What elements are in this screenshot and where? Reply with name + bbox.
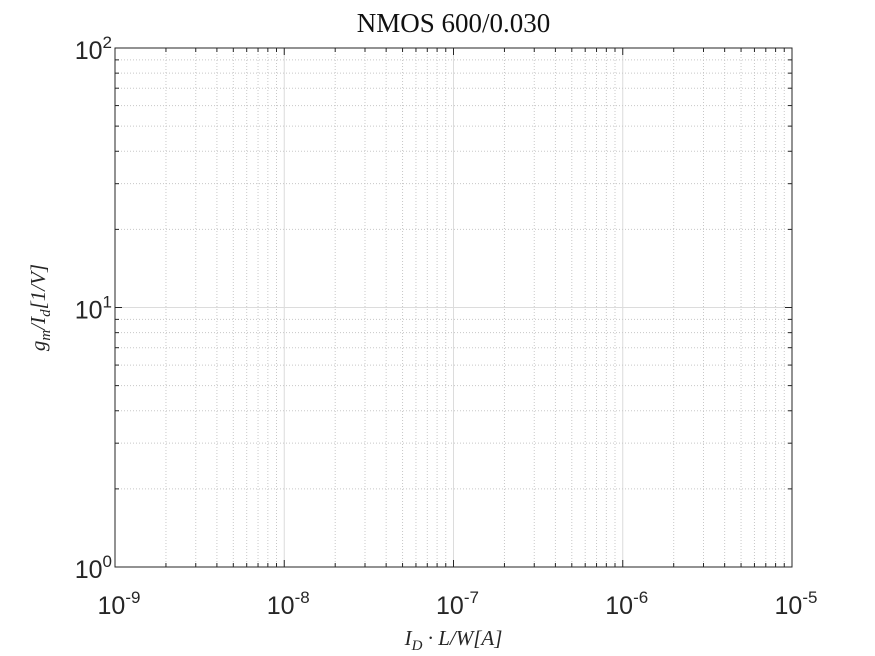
chart-title: NMOS 600/0.030 [357, 8, 551, 38]
grid [114, 48, 792, 568]
x-axis-label-text: ID · L/W[A] [404, 626, 503, 654]
x-axis-label: ID · L/W[A] [404, 626, 503, 654]
axis-ticks [114, 48, 792, 568]
y-tick-label: 100 [75, 552, 112, 584]
y-tick-label: 101 [75, 293, 112, 325]
x-tick-label: 10-7 [436, 588, 479, 620]
x-tick-label: 10-8 [267, 588, 310, 620]
tick-labels: 10-9 10-8 10-7 10-6 10-5 100 101 102 [75, 33, 818, 620]
y-axis-label: gm/Id[1/V] [26, 264, 54, 351]
x-tick-label: 10-5 [775, 588, 818, 620]
y-tick-label: 102 [75, 33, 112, 65]
y-axis-label-text: gm/Id[1/V] [26, 264, 54, 351]
x-tick-label: 10-9 [98, 588, 141, 620]
x-tick-label: 10-6 [605, 588, 648, 620]
